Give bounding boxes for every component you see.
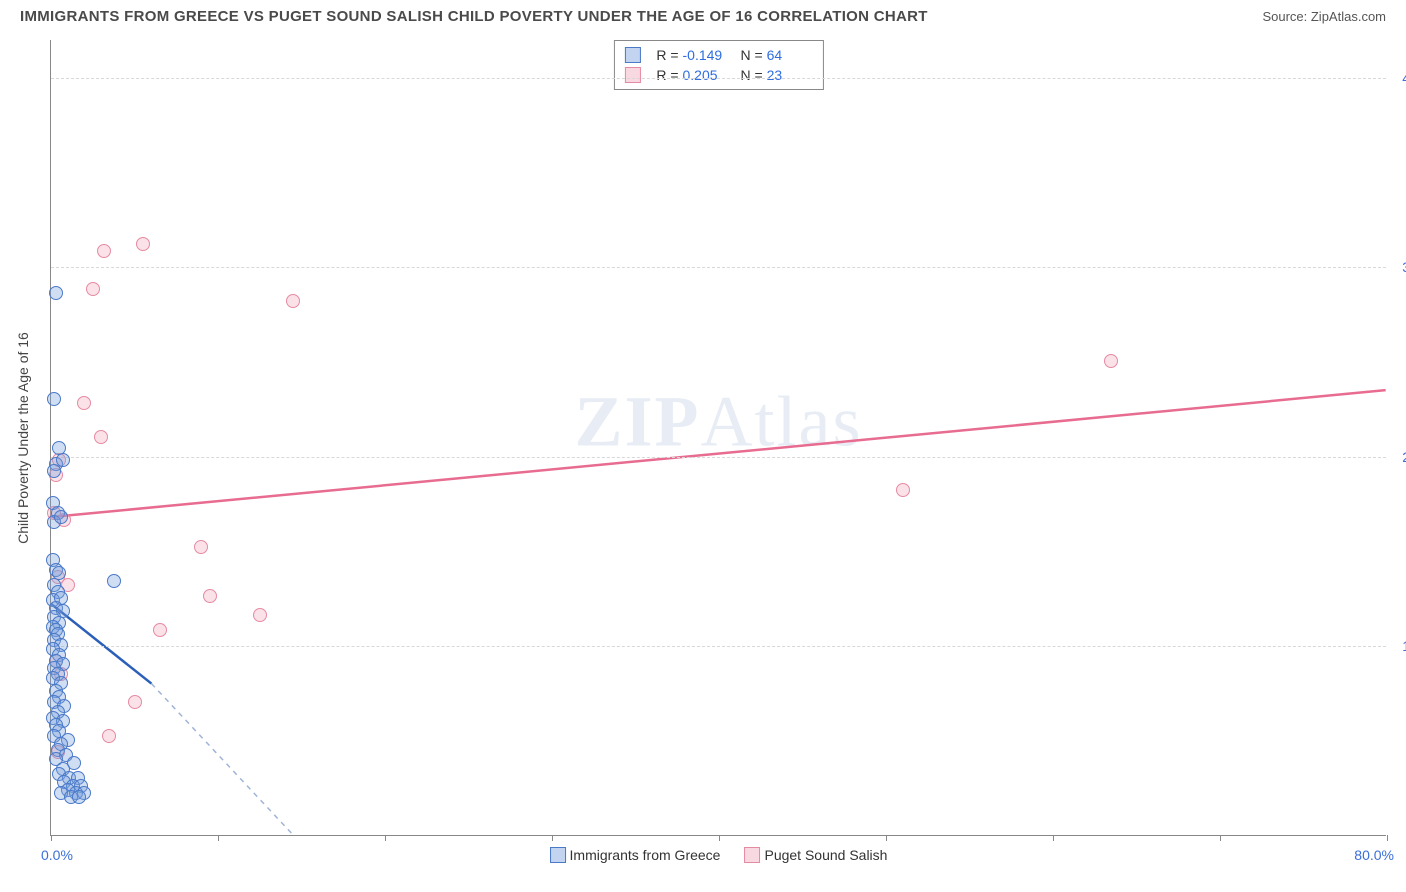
- x-tick: [1053, 835, 1054, 841]
- trend-lines-layer: [51, 40, 1386, 835]
- legend-item-pink: Puget Sound Salish: [744, 847, 887, 863]
- trendline-pink: [51, 390, 1385, 517]
- chart-plot-area: Child Poverty Under the Age of 16 ZIPAtl…: [50, 40, 1386, 836]
- y-tick-label: 10.0%: [1402, 638, 1406, 654]
- data-point-blue: [107, 574, 121, 588]
- x-axis-max-label: 80.0%: [1354, 847, 1394, 863]
- data-point-blue: [54, 510, 68, 524]
- gridline: [51, 267, 1386, 268]
- source-attribution: Source: ZipAtlas.com: [1262, 9, 1386, 24]
- swatch-blue-icon: [624, 47, 640, 63]
- legend-stat-row-pink: R = 0.205 N = 23: [624, 65, 812, 85]
- data-point-pink: [128, 695, 142, 709]
- data-point-pink: [194, 540, 208, 554]
- data-point-pink: [253, 608, 267, 622]
- data-point-pink: [102, 729, 116, 743]
- data-point-pink: [1104, 354, 1118, 368]
- data-point-pink: [94, 430, 108, 444]
- legend-item-blue: Immigrants from Greece: [550, 847, 721, 863]
- trendline-blue-dashed: [151, 684, 293, 835]
- swatch-pink-icon: [744, 847, 760, 863]
- x-axis-min-label: 0.0%: [41, 847, 73, 863]
- x-tick: [1220, 835, 1221, 841]
- x-tick: [552, 835, 553, 841]
- data-point-blue: [47, 392, 61, 406]
- data-point-pink: [136, 237, 150, 251]
- data-point-blue: [72, 790, 86, 804]
- y-tick-label: 30.0%: [1402, 259, 1406, 275]
- data-point-pink: [153, 623, 167, 637]
- x-tick: [886, 835, 887, 841]
- legend-statistics: R = -0.149 N = 64 R = 0.205 N = 23: [613, 40, 823, 90]
- data-point-pink: [77, 396, 91, 410]
- data-point-pink: [896, 483, 910, 497]
- legend-series: Immigrants from Greece Puget Sound Salis…: [550, 847, 888, 863]
- data-point-pink: [97, 244, 111, 258]
- data-point-blue: [49, 286, 63, 300]
- gridline: [51, 457, 1386, 458]
- swatch-blue-icon: [550, 847, 566, 863]
- x-tick: [1387, 835, 1388, 841]
- data-point-pink: [86, 282, 100, 296]
- watermark: ZIPAtlas: [574, 380, 862, 463]
- gridline: [51, 78, 1386, 79]
- data-point-pink: [286, 294, 300, 308]
- swatch-pink-icon: [624, 67, 640, 83]
- data-point-pink: [203, 589, 217, 603]
- x-tick: [719, 835, 720, 841]
- y-tick-label: 40.0%: [1402, 70, 1406, 86]
- x-tick: [218, 835, 219, 841]
- gridline: [51, 646, 1386, 647]
- legend-stat-row-blue: R = -0.149 N = 64: [624, 45, 812, 65]
- data-point-blue: [56, 453, 70, 467]
- x-tick: [51, 835, 52, 841]
- y-tick-label: 20.0%: [1402, 449, 1406, 465]
- x-tick: [385, 835, 386, 841]
- y-axis-title: Child Poverty Under the Age of 16: [15, 332, 31, 544]
- chart-title: IMMIGRANTS FROM GREECE VS PUGET SOUND SA…: [20, 8, 928, 25]
